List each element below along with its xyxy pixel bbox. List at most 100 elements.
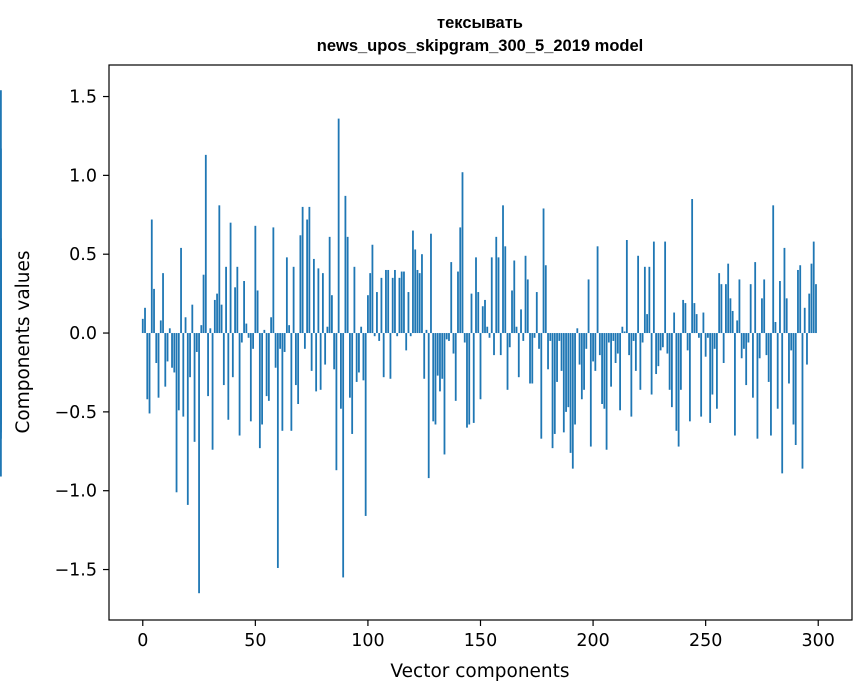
- bar: [267, 333, 270, 401]
- bar: [630, 333, 633, 417]
- bar: [758, 333, 761, 359]
- bar: [511, 290, 513, 334]
- bar: [565, 333, 567, 412]
- bar: [722, 333, 725, 363]
- bar: [743, 333, 745, 349]
- bar: [171, 333, 173, 368]
- bar: [184, 317, 187, 334]
- bar: [761, 298, 763, 334]
- bar: [281, 333, 284, 431]
- bar: [571, 333, 574, 469]
- bar: [499, 333, 502, 356]
- bar: [740, 333, 743, 359]
- bar: [333, 333, 336, 370]
- bar: [342, 333, 345, 578]
- bar: [195, 333, 198, 352]
- bar: [294, 333, 297, 386]
- bar: [423, 333, 426, 379]
- bar: [774, 322, 777, 334]
- bar: [781, 333, 784, 474]
- bar: [603, 333, 606, 409]
- bar: [727, 263, 730, 334]
- bar: [803, 307, 806, 334]
- bar: [141, 318, 144, 334]
- bar: [515, 326, 518, 334]
- bar: [675, 333, 678, 431]
- bar: [659, 333, 662, 351]
- bar: [319, 333, 322, 390]
- bar: [157, 333, 160, 398]
- bar: [668, 333, 671, 390]
- bar: [335, 333, 338, 471]
- bar: [220, 304, 223, 334]
- bar: [479, 333, 482, 400]
- x-tick-label: 250: [689, 631, 722, 651]
- bar: [396, 333, 399, 337]
- bar: [497, 257, 500, 334]
- bar: [380, 277, 383, 334]
- bar: [540, 333, 543, 439]
- bar: [486, 326, 489, 334]
- bar: [461, 172, 464, 334]
- bar: [285, 257, 288, 334]
- bar: [785, 298, 788, 334]
- bar: [607, 333, 610, 343]
- bar: [367, 295, 369, 334]
- bar: [193, 333, 196, 442]
- bar: [191, 304, 194, 334]
- bar: [0, 333, 2, 395]
- bar: [229, 222, 232, 334]
- bar: [321, 273, 324, 334]
- bar: [252, 333, 254, 349]
- bar: [569, 333, 572, 453]
- bar: [477, 292, 480, 334]
- bar: [470, 293, 473, 334]
- bar: [256, 290, 259, 334]
- plot-frame: [108, 64, 853, 621]
- bar: [364, 333, 367, 516]
- bar: [632, 333, 635, 341]
- bar: [421, 254, 423, 334]
- bar: [351, 333, 354, 434]
- bar: [416, 269, 419, 334]
- bar: [526, 279, 529, 334]
- bar: [373, 333, 376, 337]
- bar: [707, 333, 709, 338]
- bar: [772, 205, 775, 334]
- y-tick-label: −1.5: [55, 561, 98, 581]
- bar: [398, 277, 401, 334]
- bar: [580, 333, 583, 400]
- bar: [403, 271, 405, 334]
- bar: [576, 328, 579, 334]
- bar: [387, 269, 390, 334]
- bar: [535, 292, 538, 334]
- bar: [249, 333, 252, 422]
- bar: [601, 333, 603, 404]
- bar: [153, 288, 155, 334]
- bar: [664, 241, 667, 334]
- bar: [238, 333, 241, 436]
- x-tick-label: 150: [464, 631, 497, 651]
- bar: [258, 333, 261, 449]
- bar: [756, 333, 759, 439]
- bar: [441, 333, 444, 379]
- bar: [641, 333, 644, 343]
- bar: [538, 333, 540, 349]
- bar: [290, 333, 293, 431]
- bar: [466, 333, 468, 428]
- bar: [790, 333, 793, 351]
- bar: [619, 333, 621, 411]
- bar: [650, 333, 653, 395]
- bar: [776, 333, 779, 409]
- bar: [700, 333, 703, 417]
- bar: [544, 265, 547, 334]
- bar: [614, 333, 617, 363]
- y-tick-label: 1.0: [69, 166, 97, 186]
- bar: [200, 325, 203, 334]
- bar: [349, 333, 351, 398]
- bar: [189, 333, 191, 378]
- bar: [432, 333, 435, 422]
- bar: [612, 333, 615, 341]
- bar: [448, 333, 450, 341]
